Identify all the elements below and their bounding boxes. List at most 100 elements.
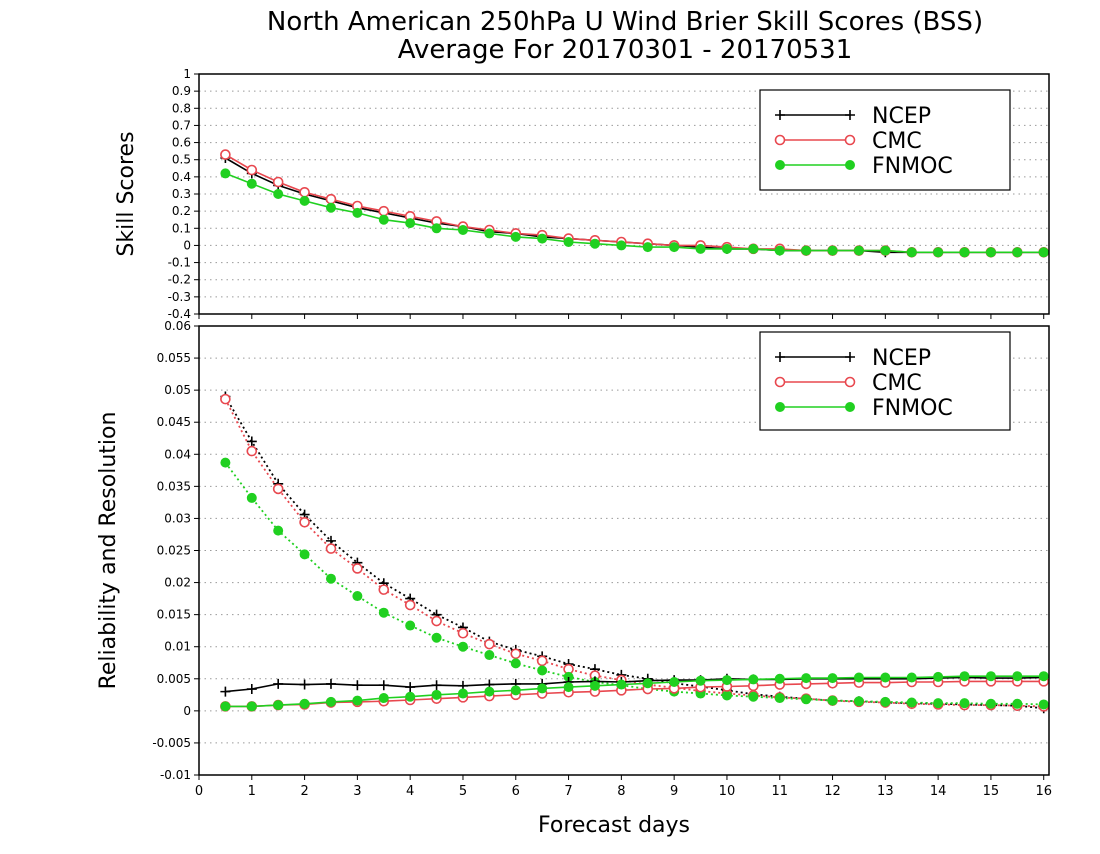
data-point bbox=[405, 682, 416, 693]
y-tick-label: 0 bbox=[183, 704, 191, 718]
bottom-panel: 0.060.0550.050.0450.040.0350.030.0250.02… bbox=[96, 319, 1052, 838]
data-point bbox=[985, 698, 996, 709]
data-point bbox=[325, 678, 336, 689]
data-point bbox=[985, 247, 996, 258]
data-point bbox=[299, 679, 310, 690]
chart-title: North American 250hPa U Wind Brier Skill… bbox=[267, 7, 983, 37]
data-point bbox=[563, 237, 574, 247]
data-point bbox=[272, 176, 284, 188]
y-tick-label: -0.4 bbox=[168, 307, 191, 321]
x-tick-label: 0 bbox=[195, 784, 203, 799]
data-point bbox=[378, 205, 390, 217]
data-point bbox=[325, 696, 336, 707]
y-tick-label: 0.06 bbox=[164, 319, 191, 333]
y-tick-label: 0.01 bbox=[164, 640, 191, 654]
data-point bbox=[246, 164, 258, 176]
series-fnmoc-dotted bbox=[220, 457, 1049, 710]
y-tick-label: 0.2 bbox=[172, 204, 191, 218]
data-point bbox=[721, 243, 732, 254]
data-point bbox=[352, 207, 363, 218]
legend-label: FNMOC bbox=[872, 396, 953, 421]
data-point bbox=[748, 674, 759, 685]
legend-marker bbox=[845, 160, 855, 170]
data-point bbox=[1038, 247, 1049, 258]
y-tick-label: 0.7 bbox=[172, 118, 191, 132]
data-point bbox=[985, 671, 996, 682]
data-point bbox=[748, 691, 759, 702]
data-point bbox=[220, 393, 231, 405]
data-point bbox=[325, 193, 337, 205]
data-point bbox=[959, 671, 970, 682]
data-point bbox=[272, 483, 284, 495]
data-point bbox=[1012, 247, 1023, 258]
data-point bbox=[220, 168, 231, 179]
data-point bbox=[880, 245, 891, 256]
data-point bbox=[299, 698, 310, 709]
data-point bbox=[959, 247, 970, 258]
x-tick-label: 11 bbox=[771, 784, 788, 799]
data-point bbox=[959, 698, 970, 709]
series-ncep-dotted bbox=[220, 391, 1049, 714]
data-point bbox=[352, 563, 363, 574]
legend-marker bbox=[775, 160, 785, 170]
data-point bbox=[220, 149, 231, 160]
data-point bbox=[378, 214, 389, 225]
y-tick-label: 0.055 bbox=[157, 351, 191, 365]
data-point bbox=[484, 228, 495, 239]
data-point bbox=[510, 231, 521, 242]
x-tick-label: 10 bbox=[719, 784, 736, 799]
data-point bbox=[801, 673, 812, 684]
y-tick-label: 0.5 bbox=[172, 153, 191, 167]
y-tick-label: -0.3 bbox=[168, 290, 191, 304]
y-tick-label: 0.04 bbox=[164, 447, 191, 461]
data-point bbox=[299, 186, 310, 198]
y-tick-label: 1 bbox=[183, 67, 191, 81]
data-point bbox=[721, 675, 732, 686]
legend-marker bbox=[775, 110, 785, 120]
data-point bbox=[589, 680, 600, 691]
data-point bbox=[457, 225, 468, 235]
x-tick-label: 1 bbox=[248, 784, 256, 799]
data-point bbox=[853, 696, 864, 707]
y-tick-label: 0.02 bbox=[164, 576, 191, 590]
data-point bbox=[827, 245, 838, 256]
data-point bbox=[246, 701, 257, 712]
x-tick-label: 8 bbox=[617, 784, 625, 799]
legend-marker bbox=[845, 110, 855, 120]
legend-marker bbox=[845, 402, 855, 412]
x-tick-label: 7 bbox=[564, 784, 572, 799]
data-point bbox=[246, 178, 257, 189]
data-point bbox=[273, 189, 284, 199]
data-point bbox=[853, 672, 864, 683]
y-tick-label: 0.005 bbox=[157, 672, 191, 686]
data-point bbox=[246, 436, 257, 447]
data-point bbox=[774, 245, 785, 256]
y-tick-label: 0.4 bbox=[172, 170, 191, 184]
legend-marker bbox=[775, 402, 785, 412]
data-point bbox=[906, 697, 917, 708]
data-point bbox=[669, 242, 680, 253]
data-point bbox=[457, 641, 468, 652]
data-point bbox=[405, 218, 416, 229]
data-point bbox=[748, 243, 759, 254]
data-point bbox=[827, 673, 838, 684]
x-tick-label: 6 bbox=[512, 784, 520, 799]
y-tick-label: 0.6 bbox=[172, 136, 191, 150]
y-tick-label: 0 bbox=[183, 238, 191, 252]
series-fnmoc-solid bbox=[220, 671, 1049, 712]
data-point bbox=[642, 242, 653, 253]
x-tick-label: 5 bbox=[459, 784, 467, 799]
data-point bbox=[537, 665, 548, 676]
data-point bbox=[695, 675, 706, 686]
data-point bbox=[827, 695, 838, 706]
data-point bbox=[695, 243, 706, 254]
data-point bbox=[405, 620, 416, 631]
x-tick-label: 4 bbox=[406, 784, 414, 799]
y-tick-label: 0.035 bbox=[157, 479, 191, 493]
x-tick-label: 15 bbox=[983, 784, 1000, 799]
x-tick-label: 14 bbox=[930, 784, 947, 799]
x-tick-label: 12 bbox=[824, 784, 841, 799]
